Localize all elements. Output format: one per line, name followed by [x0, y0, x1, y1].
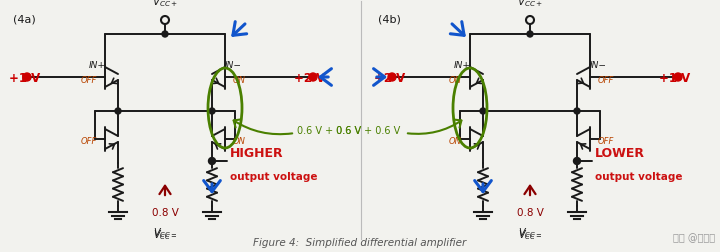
Text: OFF: OFF [598, 75, 614, 84]
Circle shape [527, 32, 533, 38]
Text: Figure 4:  Simplified differential amplifier: Figure 4: Simplified differential amplif… [253, 237, 467, 247]
Circle shape [388, 74, 396, 82]
Circle shape [574, 158, 580, 165]
Text: 知乎 @创元素: 知乎 @创元素 [673, 232, 715, 242]
Circle shape [674, 74, 682, 82]
Circle shape [574, 109, 580, 115]
Text: $V_{CC+}$: $V_{CC+}$ [517, 0, 543, 9]
Text: output voltage: output voltage [595, 171, 683, 181]
Circle shape [162, 32, 168, 38]
Text: ON: ON [233, 137, 246, 146]
Circle shape [115, 109, 121, 115]
Text: 0.8 V: 0.8 V [152, 207, 179, 217]
Text: +1 V: +1 V [9, 71, 40, 84]
Text: 0.6 V + 0.6 V: 0.6 V + 0.6 V [336, 125, 400, 136]
Text: +2 V: +2 V [294, 71, 325, 84]
Text: OFF: OFF [81, 75, 97, 84]
Text: $V_{CC-}$: $V_{CC-}$ [153, 225, 177, 239]
Text: $V_{CC+}$: $V_{CC+}$ [152, 0, 178, 9]
Text: (4b): (4b) [378, 14, 401, 24]
Text: IN+: IN+ [89, 61, 105, 70]
Text: +1 V: +1 V [659, 71, 690, 84]
Text: LOWER: LOWER [595, 146, 645, 159]
Text: output voltage: output voltage [230, 171, 318, 181]
Text: $V_{CC-}$: $V_{CC-}$ [153, 227, 177, 241]
Text: IN+: IN+ [454, 61, 470, 70]
Text: IN−: IN− [590, 61, 606, 70]
Circle shape [23, 74, 31, 82]
Text: 0.8 V: 0.8 V [516, 207, 544, 217]
Text: ON: ON [449, 75, 462, 84]
Text: IN−: IN− [225, 61, 241, 70]
Text: OFF: OFF [81, 137, 97, 146]
Text: $V_{CC-}$: $V_{CC-}$ [518, 227, 542, 241]
Text: 0.6 V + 0.6 V: 0.6 V + 0.6 V [297, 125, 361, 136]
Circle shape [209, 109, 215, 115]
Circle shape [480, 109, 486, 115]
Circle shape [209, 158, 215, 165]
Text: ON: ON [233, 75, 246, 84]
Text: ON: ON [449, 137, 462, 146]
Text: (4a): (4a) [13, 14, 36, 24]
Text: OFF: OFF [598, 137, 614, 146]
Text: +2 V: +2 V [374, 71, 405, 84]
Circle shape [309, 74, 317, 82]
Text: $V_{CC-}$: $V_{CC-}$ [518, 225, 542, 239]
Text: HIGHER: HIGHER [230, 146, 284, 159]
